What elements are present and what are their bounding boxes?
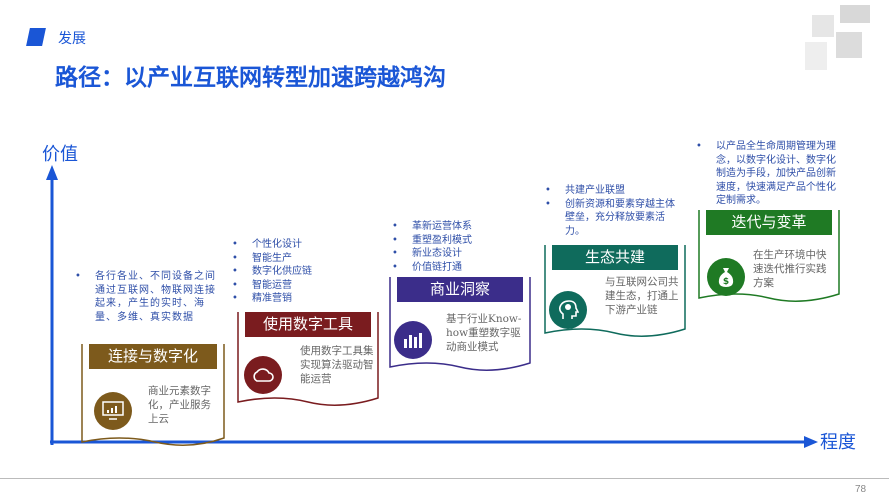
bullet-item: 新业态设计	[390, 247, 530, 261]
stage-desc: 与互联网公司共建生态，打通上下游产业链	[605, 276, 679, 316]
stage-desc: 商业元素数字化，产业服务上云	[148, 385, 211, 425]
stage-1-bullets: 各行各业、不同设备之间通过互联网、物联网连接起来，产生的实时、海量、多维、真实数…	[73, 270, 223, 324]
bullet-item: 各行各业、不同设备之间通过互联网、物联网连接起来，产生的实时、海量、多维、真实数…	[73, 270, 223, 324]
decor-square	[812, 15, 834, 37]
decor-square	[836, 32, 862, 58]
bar-chart-icon	[394, 321, 432, 359]
bullet-item: 价值链打通	[390, 261, 530, 275]
stage-card-4: 生态共建 与互联网公司共建生态，打通上下游产业链	[543, 243, 687, 339]
stage-desc: 基于行业Know-how重塑数字驱动商业模式	[446, 313, 522, 353]
bullet-item: 个性化设计	[230, 238, 370, 252]
brain-head-icon	[549, 291, 587, 329]
bullet-item: 数字化供应链	[230, 265, 370, 279]
section-label: 发展	[58, 31, 86, 47]
bullet-item: 创新资源和要素穿越主体壁垒，充分释放要素活力。	[543, 198, 678, 239]
footer-divider	[0, 478, 889, 479]
bullet-item: 智能生产	[230, 252, 370, 266]
stage-title: 迭代与变革	[706, 210, 832, 235]
stage-card-5: 迭代与变革 $ 在生产环境中快速迭代推行实践方案	[697, 208, 841, 304]
y-axis-label: 价值	[42, 144, 78, 165]
monitor-chart-icon	[94, 392, 132, 430]
stage-4-bullets: 共建产业联盟 创新资源和要素穿越主体壁垒，充分释放要素活力。	[543, 184, 678, 238]
bullet-item: 革新运营体系	[390, 220, 530, 234]
bullet-item: 精准营销	[230, 292, 370, 306]
stage-card-1: 连接与数字化 商业元素数字化，产业服务上云	[80, 342, 226, 448]
decor-square	[840, 5, 870, 23]
stage-desc: 在生产环境中快速迭代推行实践方案	[753, 249, 827, 289]
stage-title: 商业洞察	[397, 277, 523, 302]
bullet-item: 重塑盈利模式	[390, 234, 530, 248]
cloud-icon	[244, 356, 282, 394]
bullet-item: 智能运营	[230, 279, 370, 293]
stage-3-bullets: 革新运营体系 重塑盈利模式 新业态设计 价值链打通	[390, 220, 530, 274]
bullet-item: 以产品全生命周期管理为理念，以数字化设计、数字化制造为手段，加快产品创新速度，快…	[694, 140, 842, 208]
page-title: 路径：以产业互联网转型加速跨越鸿沟	[55, 65, 446, 91]
bullet-item: 共建产业联盟	[543, 184, 678, 198]
page-number: 78	[855, 484, 867, 495]
stage-card-2: 使用数字工具 使用数字工具集实现算法驱动智能运营	[236, 310, 380, 408]
x-axis-label: 程度	[820, 432, 856, 453]
stage-5-bullets: 以产品全生命周期管理为理念，以数字化设计、数字化制造为手段，加快产品创新速度，快…	[694, 140, 842, 208]
stage-title: 使用数字工具	[245, 312, 371, 337]
stage-card-3: 商业洞察 基于行业Know-how重塑数字驱动商业模式	[388, 275, 532, 373]
stage-title: 生态共建	[552, 245, 678, 270]
stage-2-bullets: 个性化设计 智能生产 数字化供应链 智能运营 精准营销	[230, 238, 370, 306]
decor-square	[805, 42, 827, 70]
svg-text:$: $	[723, 277, 729, 287]
stage-title: 连接与数字化	[89, 344, 217, 369]
money-bag-icon: $	[707, 258, 745, 296]
stage-desc: 使用数字工具集实现算法驱动智能运营	[300, 345, 374, 385]
